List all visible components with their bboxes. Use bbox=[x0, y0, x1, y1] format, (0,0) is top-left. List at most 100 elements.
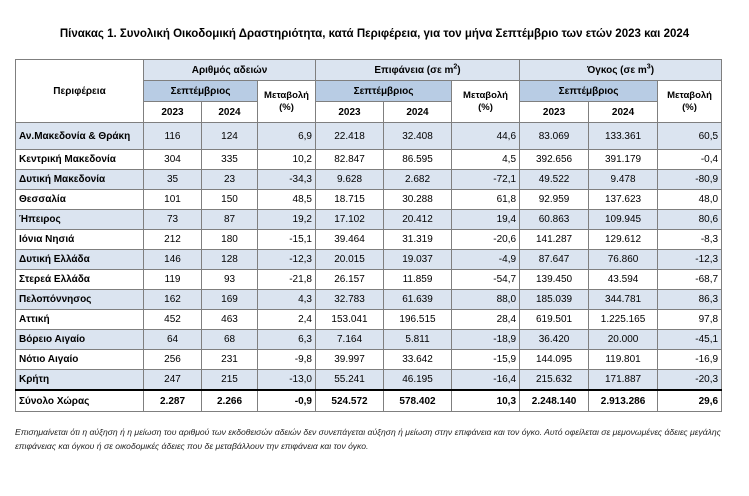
permits-change-label: Μεταβολή bbox=[264, 89, 309, 101]
permits-2023: 73 bbox=[143, 209, 202, 230]
volume-2024: 9.478 bbox=[588, 169, 659, 190]
volume-change: 29,6 bbox=[657, 389, 723, 412]
area-2024: 86.595 bbox=[383, 149, 452, 170]
permits-2024: 128 bbox=[201, 249, 258, 270]
region-name: Ιόνια Νησιά bbox=[15, 229, 144, 250]
volume-change-unit: (%) bbox=[682, 101, 697, 113]
volume-change: 86,3 bbox=[657, 289, 723, 310]
permits-change: 48,5 bbox=[257, 189, 316, 210]
volume-change: -68,7 bbox=[657, 269, 723, 290]
permits-change-header: Μεταβολή (%) bbox=[257, 80, 316, 123]
permits-2024: 23 bbox=[201, 169, 258, 190]
volume-2024: 137.623 bbox=[588, 189, 659, 210]
permits-month-header: Σεπτέμβριος bbox=[143, 80, 258, 102]
volume-change: -45,1 bbox=[657, 329, 723, 350]
table-row: Δυτική Μακεδονία 35 23 -34,3 9.628 2.682 -72,1… bbox=[15, 169, 723, 190]
area-2024: 46.195 bbox=[383, 369, 452, 391]
region-name: Βόρειο Αιγαίο bbox=[15, 329, 144, 350]
volume-2024: 344.781 bbox=[588, 289, 659, 310]
table-row: Στερεά Ελλάδα 119 93 -21,8 26.157 11.859 -54,7… bbox=[15, 269, 723, 290]
permits-change: 6,9 bbox=[257, 122, 316, 150]
area-year-2024: 2024 bbox=[383, 101, 452, 123]
area-2023: 18.715 bbox=[315, 189, 384, 210]
permits-change: -13,0 bbox=[257, 369, 316, 391]
area-2023: 17.102 bbox=[315, 209, 384, 230]
permits-2024: 169 bbox=[201, 289, 258, 310]
footnote: Επισημαίνεται ότι η αύξηση ή η μείωση το… bbox=[15, 427, 721, 451]
area-2023: 39.997 bbox=[315, 349, 384, 370]
permits-2024: 180 bbox=[201, 229, 258, 250]
permits-2023: 35 bbox=[143, 169, 202, 190]
region-name: Κρήτη bbox=[15, 369, 144, 391]
permits-change: 10,2 bbox=[257, 149, 316, 170]
permits-year-2024: 2024 bbox=[201, 101, 258, 123]
permits-2023: 64 bbox=[143, 329, 202, 350]
area-2024: 11.859 bbox=[383, 269, 452, 290]
volume-change: -80,9 bbox=[657, 169, 723, 190]
region-header: Περιφέρεια bbox=[15, 59, 144, 123]
permits-change: 19,2 bbox=[257, 209, 316, 230]
volume-2024: 43.594 bbox=[588, 269, 659, 290]
area-change: -18,9 bbox=[450, 329, 521, 350]
area-2023: 22.418 bbox=[315, 122, 384, 150]
volume-2023: 83.069 bbox=[519, 122, 590, 150]
table-row: Πελοπόννησος 162 169 4,3 32.783 61.639 88,0 185… bbox=[15, 289, 723, 310]
volume-change: -16,9 bbox=[657, 349, 723, 370]
region-name: Θεσσαλία bbox=[15, 189, 144, 210]
table-row: Κρήτη 247 215 -13,0 55.241 46.195 -16,4 215.632… bbox=[15, 369, 723, 391]
volume-change: 48,0 bbox=[657, 189, 723, 210]
permits-2023: 2.287 bbox=[143, 389, 202, 412]
area-change: 4,5 bbox=[450, 149, 521, 170]
volume-2024: 171.887 bbox=[588, 369, 659, 391]
area-change: 61,8 bbox=[450, 189, 521, 210]
table-row: Ιόνια Νησιά 212 180 -15,1 39.464 31.319 -20,6 1… bbox=[15, 229, 723, 250]
permits-change: 6,3 bbox=[257, 329, 316, 350]
permits-change: -15,1 bbox=[257, 229, 316, 250]
permits-change: -9,8 bbox=[257, 349, 316, 370]
volume-2023: 185.039 bbox=[519, 289, 590, 310]
volume-2023: 139.450 bbox=[519, 269, 590, 290]
area-2024: 2.682 bbox=[383, 169, 452, 190]
volume-header-paren: ) bbox=[650, 64, 655, 76]
table-row: Δυτική Ελλάδα 146 128 -12,3 20.015 19.037 -4,9… bbox=[15, 249, 723, 270]
area-2023: 26.157 bbox=[315, 269, 384, 290]
volume-header-label: Όγκος (σε m bbox=[587, 64, 647, 76]
volume-change: 80,6 bbox=[657, 209, 723, 230]
table-row: Νότιο Αιγαίο 256 231 -9,8 39.997 33.642 -15,9 1… bbox=[15, 349, 723, 370]
area-2024: 5.811 bbox=[383, 329, 452, 350]
table-row: Αττική 452 463 2,4 153.041 196.515 28,4 619.501… bbox=[15, 309, 723, 330]
permits-2023: 101 bbox=[143, 189, 202, 210]
volume-change: -0,4 bbox=[657, 149, 723, 170]
region-name: Αττική bbox=[15, 309, 144, 330]
volume-2023: 60.863 bbox=[519, 209, 590, 230]
permits-year-2023: 2023 bbox=[143, 101, 202, 123]
volume-2023: 619.501 bbox=[519, 309, 590, 330]
volume-2024: 133.361 bbox=[588, 122, 659, 150]
volume-change-label: Μεταβολή bbox=[667, 89, 712, 101]
permits-change-unit: (%) bbox=[279, 101, 294, 113]
volume-month-header: Σεπτέμβριος bbox=[519, 80, 659, 102]
area-2024: 32.408 bbox=[383, 122, 452, 150]
area-change: -20,6 bbox=[450, 229, 521, 250]
volume-2024: 129.612 bbox=[588, 229, 659, 250]
area-change-header: Μεταβολή (%) bbox=[450, 80, 521, 123]
area-year-2023: 2023 bbox=[315, 101, 384, 123]
region-name: Δυτική Μακεδονία bbox=[15, 169, 144, 190]
permits-2024: 124 bbox=[201, 122, 258, 150]
table-row: Αν.Μακεδονία & Θράκη 116 124 6,9 22.418 32.40… bbox=[15, 122, 723, 150]
area-2023: 82.847 bbox=[315, 149, 384, 170]
permits-2023: 162 bbox=[143, 289, 202, 310]
volume-2023: 49.522 bbox=[519, 169, 590, 190]
volume-change: -20,3 bbox=[657, 369, 723, 391]
region-name: Δυτική Ελλάδα bbox=[15, 249, 144, 270]
region-name: Στερεά Ελλάδα bbox=[15, 269, 144, 290]
volume-change: 60,5 bbox=[657, 122, 723, 150]
area-change: -4,9 bbox=[450, 249, 521, 270]
area-2023: 7.164 bbox=[315, 329, 384, 350]
area-2024: 578.402 bbox=[383, 389, 452, 412]
area-change: 44,6 bbox=[450, 122, 521, 150]
area-header-sup: 2 bbox=[453, 63, 458, 71]
volume-2024: 1.225.165 bbox=[588, 309, 659, 330]
table-row: Ήπειρος 73 87 19,2 17.102 20.412 19,4 60.863 109… bbox=[15, 209, 723, 230]
